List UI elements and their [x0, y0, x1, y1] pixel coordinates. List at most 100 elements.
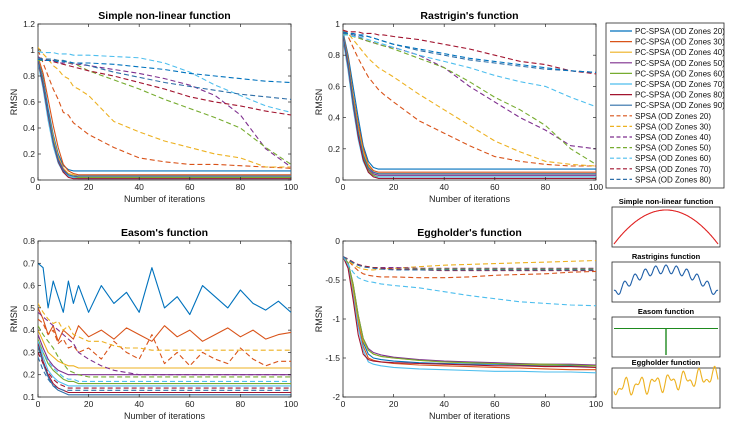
chart-title: Easom's function [121, 227, 208, 239]
legend-entry: SPSA (OD Zones 60) [635, 154, 711, 163]
series-line-spsa-od-zones-60 [343, 34, 596, 108]
chart-1: 0 20 40 60 80 100 0 0.2 0.4 0.6 0.8 1 1.2 Simple non-… [9, 10, 298, 204]
legend-entry: PC-SPSA (OD Zones 20) [635, 27, 725, 36]
series-line-pc-spsa-od-zones-80 [343, 36, 596, 179]
series-line-spsa-od-zones-90 [343, 31, 596, 73]
y-tick-label: 0.2 [328, 144, 340, 154]
y-tick-label: 0.6 [23, 281, 35, 291]
series-line-pc-spsa-od-zones-40 [38, 329, 291, 369]
series-line-spsa-od-zones-30 [343, 256, 596, 271]
inset-eggholder: Eggholder function [611, 358, 721, 409]
insets-group: Simple non-linear function Rastrigins fun… [611, 197, 721, 409]
series-line-pc-spsa-od-zones-30 [343, 256, 596, 371]
y-tick-label: 0.6 [328, 81, 340, 91]
series-line-pc-spsa-od-zones-20 [38, 262, 291, 316]
series-line-pc-spsa-od-zones-60 [38, 338, 291, 385]
y-tick-label: 0 [335, 175, 340, 185]
x-axis-label: Number of iterations [429, 194, 511, 204]
series-line-pc-spsa-od-zones-90 [343, 34, 596, 175]
series-line-pc-spsa-od-zones-90 [38, 345, 291, 396]
legend-entry: PC-SPSA (OD Zones 80) [635, 91, 725, 100]
x-tick-label: 100 [589, 399, 603, 409]
x-axis-label: Number of iterations [429, 411, 511, 421]
series-line-spsa-od-zones-70 [343, 256, 596, 272]
x-tick-label: 60 [185, 182, 195, 192]
series-line-pc-spsa-od-zones-30 [38, 56, 291, 176]
legend-box: PC-SPSA (OD Zones 20) PC-SPSA (OD Zones 3… [605, 22, 725, 189]
y-tick-label: 0.8 [328, 50, 340, 60]
series-line-pc-spsa-od-zones-20 [38, 56, 291, 172]
x-tick-label: 20 [389, 399, 399, 409]
series-line-pc-spsa-od-zones-60 [343, 256, 596, 367]
y-tick-label: -0.5 [325, 275, 340, 285]
y-tick-label: 0.5 [23, 303, 35, 313]
inset-title: Rastrigins function [632, 252, 701, 261]
series-line-spsa-od-zones-30 [38, 303, 291, 351]
x-tick-label: 40 [439, 182, 449, 192]
x-tick-label: 100 [589, 182, 603, 192]
y-tick-label: 0.7 [23, 258, 35, 268]
series-line-spsa-od-zones-70 [343, 29, 596, 75]
x-tick-label: 60 [490, 399, 500, 409]
legend-entry: SPSA (OD Zones 40) [635, 133, 711, 142]
series-group [343, 29, 596, 179]
series-line-spsa-od-zones-20 [38, 318, 291, 367]
inset-rastrigin: Rastrigins function [611, 252, 721, 303]
legend-entry: SPSA (OD Zones 50) [635, 144, 711, 153]
x-tick-label: 40 [134, 182, 144, 192]
x-tick-label: 100 [284, 182, 298, 192]
y-axis-label: RMSN [9, 89, 19, 116]
y-tick-label: 0.1 [23, 392, 35, 402]
x-axis-label: Number of iterations [124, 194, 206, 204]
inset-title: Simple non-linear function [619, 197, 714, 206]
y-tick-label: -2 [332, 392, 340, 402]
inset-curve [613, 209, 719, 245]
series-line-pc-spsa-od-zones-80 [343, 256, 596, 368]
inset-easom: Easom function [611, 307, 721, 358]
legend-entry: PC-SPSA (OD Zones 40) [635, 48, 725, 57]
y-tick-label: 1 [335, 19, 340, 29]
legend-entry: SPSA (OD Zones 20) [635, 112, 711, 121]
inset-frame [611, 367, 721, 409]
series-group [343, 256, 596, 374]
plot-area [342, 23, 597, 181]
series-line-spsa-od-zones-40 [343, 256, 596, 269]
series-line-spsa-od-zones-40 [38, 311, 291, 376]
legend-entry: PC-SPSA (OD Zones 60) [635, 69, 725, 78]
series-group [38, 262, 291, 396]
y-axis-label: RMSN [314, 89, 324, 116]
chart-3: 0 20 40 60 80 100 0.1 0.2 0.3 0.4 0.5 0.6 0.7 0.8 Easo… [9, 227, 298, 421]
series-line-pc-spsa-od-zones-30 [343, 33, 596, 173]
series-line-spsa-od-zones-80 [38, 57, 291, 100]
y-tick-label: 1 [30, 45, 35, 55]
x-tick-label: 80 [541, 399, 551, 409]
y-tick-label: 1.2 [23, 19, 35, 29]
y-tick-label: 0.8 [23, 71, 35, 81]
legend-entry: SPSA (OD Zones 30) [635, 122, 711, 131]
y-tick-label: 0 [30, 175, 35, 185]
legend-entry: SPSA (OD Zones 80) [635, 175, 711, 184]
series-line-spsa-od-zones-40 [38, 56, 291, 168]
y-tick-label: 0.4 [23, 325, 35, 335]
y-tick-label: 0.2 [23, 370, 35, 380]
inset-curve [613, 264, 719, 295]
x-tick-label: 20 [84, 399, 94, 409]
legend-entry: PC-SPSA (OD Zones 50) [635, 59, 725, 68]
y-tick-label: 0 [335, 236, 340, 246]
series-group [38, 47, 291, 180]
inset-frame [611, 206, 721, 248]
series-line-pc-spsa-od-zones-80 [38, 343, 291, 394]
legend-entry: PC-SPSA (OD Zones 70) [635, 80, 725, 89]
inset-title: Eggholder function [632, 358, 701, 367]
x-tick-label: 20 [84, 182, 94, 192]
series-line-spsa-od-zones-70 [38, 352, 291, 389]
chart-4: 0 20 40 60 80 100 -2 -1.5 -1 -0.5 0 Eggholder's fun… [314, 227, 603, 421]
series-line-spsa-od-zones-80 [38, 356, 291, 391]
series-line-pc-spsa-od-zones-30 [38, 307, 291, 342]
x-tick-label: 40 [134, 399, 144, 409]
x-tick-label: 60 [490, 182, 500, 192]
series-line-spsa-od-zones-30 [38, 47, 291, 168]
inset-curve [613, 365, 719, 396]
y-tick-label: 0.4 [328, 113, 340, 123]
